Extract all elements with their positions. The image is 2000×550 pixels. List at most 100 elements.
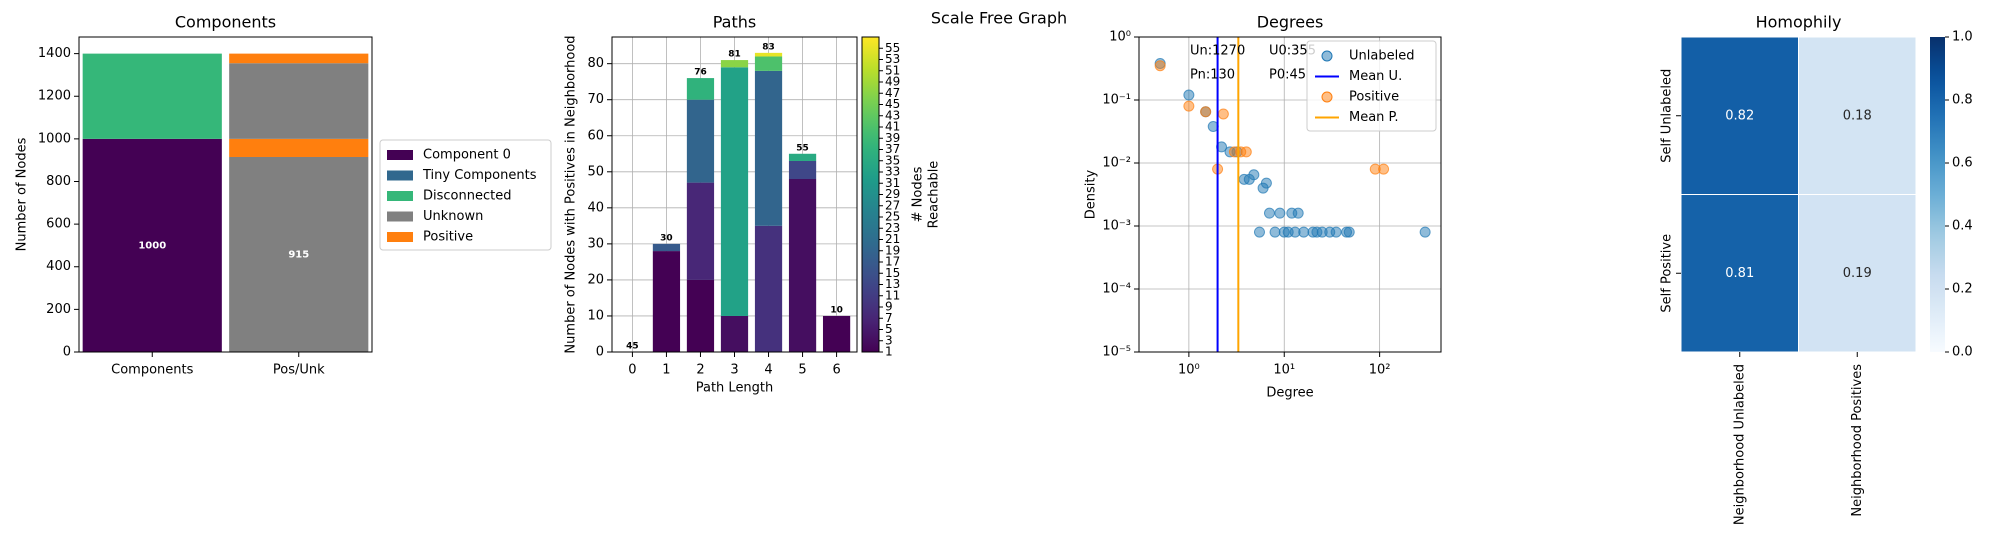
scatter-point	[1343, 226, 1355, 238]
scatter-point	[1260, 177, 1272, 189]
bar-label: 10	[830, 305, 843, 315]
bar-label: 30	[660, 233, 673, 243]
colorbar-tick-label: 1.0	[1952, 30, 1973, 45]
colorbar-tick-label: 31	[885, 176, 900, 190]
annotation: Pn:130	[1190, 68, 1235, 83]
y-tick-label: 1000	[38, 131, 71, 146]
bar-segment	[686, 182, 715, 280]
scatter-point	[1269, 226, 1281, 238]
colorbar-tick-label: 29	[885, 187, 900, 201]
scatter-point	[1216, 141, 1228, 153]
colorbar-tick-label: 55	[885, 41, 900, 55]
scatter-point	[1240, 146, 1252, 158]
scatter-point	[1154, 60, 1166, 72]
bar-segment	[686, 99, 715, 183]
colorbar-label: # Nodes	[911, 166, 926, 222]
bar-segment	[82, 53, 222, 139]
bar-segment	[822, 315, 851, 352]
colorbar-tick-label: 49	[885, 75, 900, 89]
colorbar-tick-label: 0.8	[1952, 93, 1973, 108]
bar-segment	[754, 225, 783, 352]
bar-segment	[652, 251, 681, 352]
legend-swatch	[387, 191, 413, 201]
colorbar-tick-label: 1	[885, 345, 893, 359]
colorbar-tick-label: 43	[885, 108, 900, 122]
legend-swatch	[387, 232, 413, 242]
legend-box	[379, 139, 552, 251]
legend-label: Positive	[423, 230, 473, 245]
legend-swatch	[387, 211, 413, 222]
bar-label: 76	[694, 68, 707, 78]
bar-segment	[788, 160, 817, 180]
data-label: 1000	[138, 240, 166, 251]
colorbar-tick-label: 15	[885, 266, 900, 280]
bar-label: 55	[796, 143, 809, 153]
colorbar-tick-label: 47	[885, 86, 900, 100]
heatmap-cell	[1798, 194, 1917, 353]
scatter-point	[1183, 89, 1195, 101]
legend-marker	[1321, 91, 1333, 103]
y-tick-label: 30	[587, 236, 604, 251]
x-tick-label: 2	[696, 363, 704, 378]
bar-segment	[229, 53, 369, 64]
x-axis-label: Degree	[1266, 386, 1313, 401]
colorbar-tick-label: 19	[885, 243, 900, 257]
annotation: P0:45	[1269, 68, 1306, 83]
y-tick-label: 1200	[38, 89, 71, 104]
scatter-point	[1253, 226, 1265, 238]
x-axis-label: Path Length	[696, 381, 774, 396]
axes-frame	[611, 36, 858, 353]
y-tick-label: 80	[587, 56, 604, 71]
colorbar-tick-label: 0.0	[1952, 345, 1973, 360]
y-tick-label: 40	[587, 200, 604, 215]
scatter-point	[1183, 100, 1195, 112]
column-label: Neighborhood Unlabeled	[1732, 364, 1747, 525]
y-tick-label: 200	[46, 302, 71, 317]
colorbar-tick-label: 0.2	[1952, 282, 1973, 297]
bar-segment	[720, 315, 749, 352]
y-axis-label: Density	[1084, 169, 1099, 219]
row-label: Self Unlabeled	[1660, 69, 1675, 163]
x-tick-label: 6	[832, 363, 840, 378]
colorbar-tick-label: 23	[885, 221, 900, 235]
column-label: Neighborhood Positives	[1850, 364, 1865, 517]
colorbar-tick-label: 35	[885, 153, 900, 167]
y-tick-label: 10⁰	[1109, 30, 1131, 45]
colorbar-tick-label: 51	[885, 63, 900, 77]
colorbar	[1930, 37, 1945, 352]
y-tick-label: 10⁻⁵	[1102, 345, 1131, 360]
y-tick-label: 70	[587, 92, 604, 107]
bar-segment	[229, 138, 369, 157]
y-tick-label: 0	[596, 345, 604, 360]
legend-swatch	[387, 150, 413, 160]
x-tick-label: 10⁰	[1178, 363, 1200, 378]
colorbar-tick-label: 3	[885, 333, 893, 347]
x-tick-label: Pos/Unk	[273, 363, 325, 378]
bar-segment	[720, 60, 749, 68]
cell-label: 0.18	[1843, 108, 1872, 123]
scatter-point	[1200, 106, 1212, 118]
colorbar-tick-label: 0.6	[1952, 156, 1973, 171]
legend-label: Positive	[1349, 90, 1399, 105]
colorbar-tick-label: 9	[885, 300, 893, 314]
heatmap-cell	[1680, 36, 1799, 195]
x-tick-label: 5	[798, 363, 806, 378]
colorbar-tick-label: 41	[885, 120, 900, 134]
legend-box	[1306, 40, 1437, 132]
annotation: Un:1270	[1190, 44, 1245, 59]
colorbar-tick-label: 17	[885, 255, 900, 269]
bar-segment	[754, 70, 783, 226]
bar-segment	[229, 63, 369, 139]
scatter-point	[1419, 226, 1431, 238]
scatter-point	[1298, 226, 1310, 238]
legend-marker	[1321, 50, 1333, 62]
scatter-point	[1292, 207, 1304, 219]
x-tick-label: 10¹	[1273, 363, 1295, 378]
y-tick-label: 1400	[38, 46, 71, 61]
scatter-point	[1248, 169, 1260, 181]
colorbar-tick-label: 33	[885, 165, 900, 179]
colorbar-tick-label: 27	[885, 198, 900, 212]
colorbar-tick-label: 45	[885, 97, 900, 111]
axes-frame	[78, 36, 373, 353]
legend-label: Mean U.	[1349, 69, 1402, 84]
